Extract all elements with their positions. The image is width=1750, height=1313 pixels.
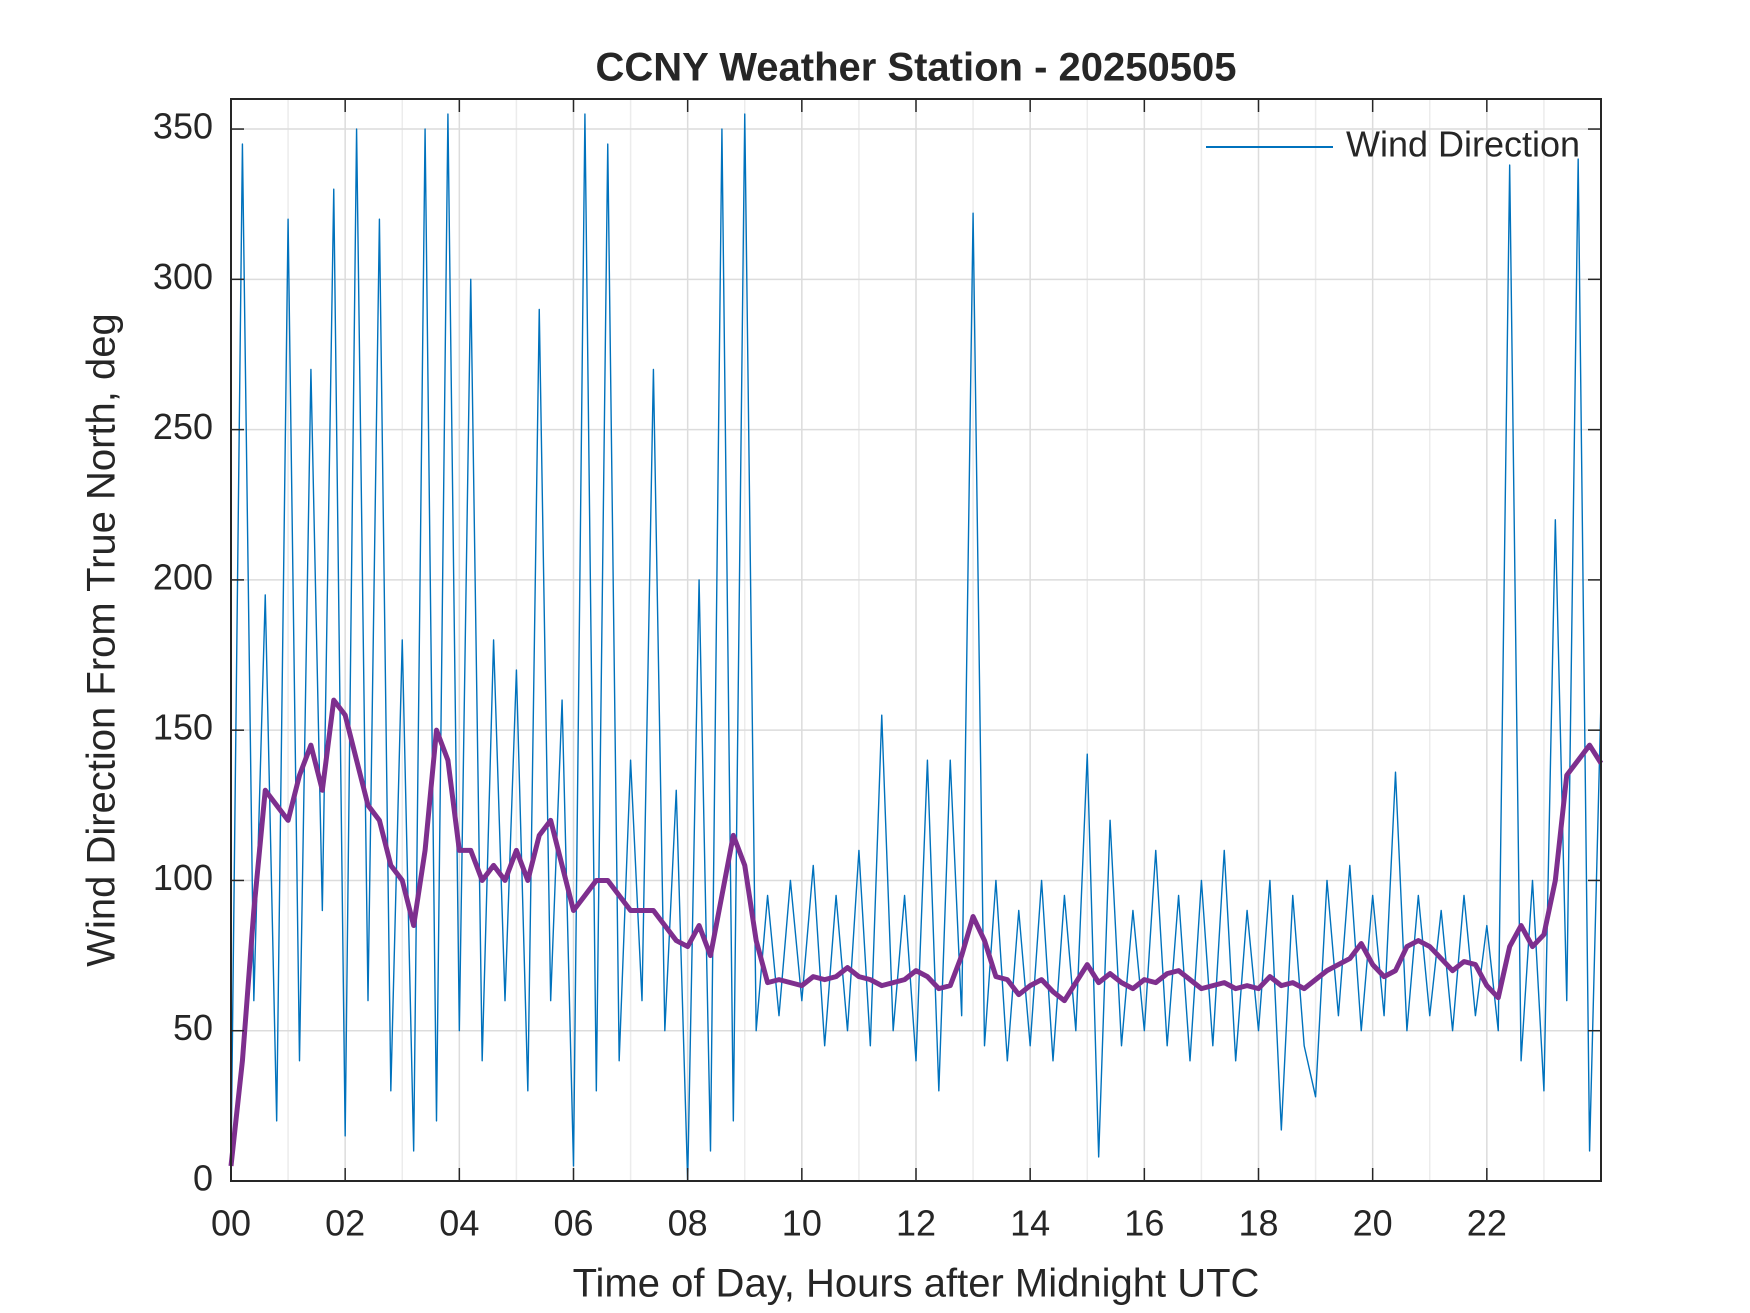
y-tick-label: 350: [153, 106, 213, 147]
x-tick-label: 16: [1124, 1203, 1164, 1244]
grid: [230, 99, 1601, 1182]
plot-lines: [228, 113, 1604, 1182]
x-tick-label: 06: [553, 1203, 593, 1244]
chart-title: CCNY Weather Station - 20250505: [596, 46, 1237, 90]
y-tick-label: 300: [153, 256, 213, 297]
x-tick-label: 20: [1353, 1203, 1393, 1244]
data-line: [230, 113, 1602, 1182]
axes: 00 02 04 06 08 10 12 14 16 18 20 22 0 50 100 150 200 250 3…: [153, 98, 1602, 1244]
y-tick-label: 200: [153, 556, 213, 597]
y-tick-label: 0: [193, 1158, 213, 1199]
axes-box: [230, 98, 1602, 1182]
x-tick-label: 12: [896, 1203, 936, 1244]
x-tick-label: 02: [325, 1203, 365, 1244]
x-tick-label: 10: [782, 1203, 822, 1244]
data-line: [228, 697, 1604, 1167]
y-tick-label: 150: [153, 707, 213, 748]
y-tick-label: 250: [153, 406, 213, 447]
x-tick-label: 18: [1238, 1203, 1278, 1244]
x-tick-label: 00: [211, 1203, 251, 1244]
x-tick-label: 22: [1467, 1203, 1507, 1244]
x-axis-label: Time of Day, Hours after Midnight UTC: [573, 1262, 1260, 1306]
x-tick-label: 14: [1010, 1203, 1050, 1244]
x-tick-label: 04: [439, 1203, 479, 1244]
x-tick-label: 08: [668, 1203, 708, 1244]
legend-label: Wind Direction: [1346, 124, 1580, 165]
y-axis-label: Wind Direction From True North, deg: [80, 313, 124, 967]
y-tick-label: 100: [153, 857, 213, 898]
y-tick-label: 50: [173, 1007, 213, 1048]
legend: Wind Direction: [1206, 124, 1580, 165]
